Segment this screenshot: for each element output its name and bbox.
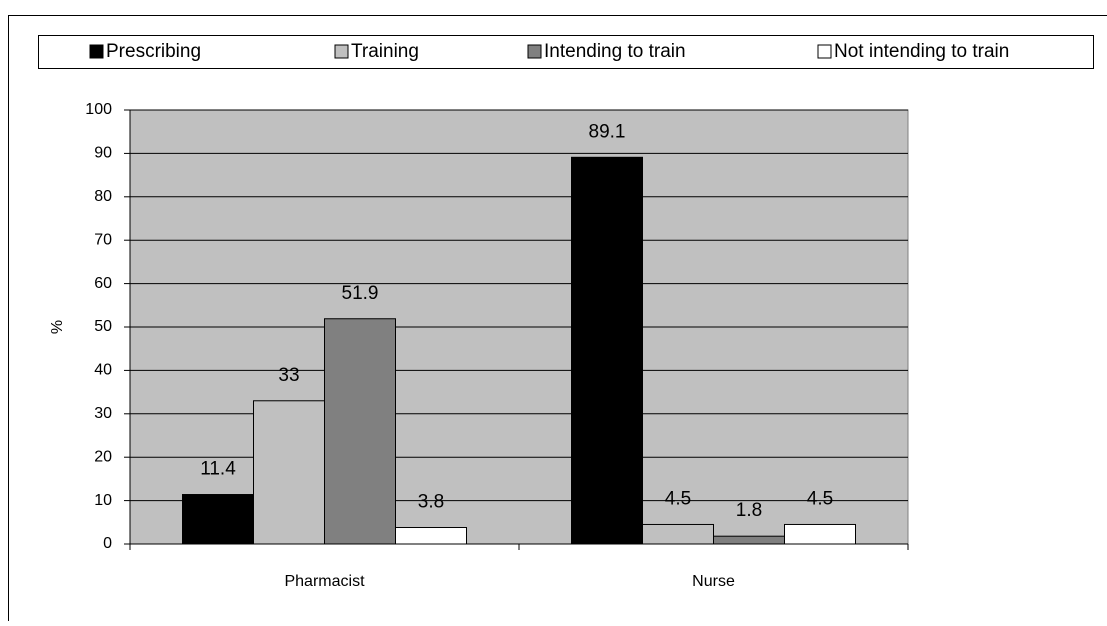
y-tick-label: 100: [85, 101, 112, 118]
legend-label: Training: [351, 41, 419, 62]
value-label: 4.5: [807, 488, 833, 509]
legend-label: Not intending to train: [834, 41, 1009, 62]
x-tick-label: Pharmacist: [284, 573, 365, 590]
legend-swatch: [528, 45, 541, 58]
value-label: 89.1: [589, 121, 626, 142]
y-tick-label: 80: [94, 188, 112, 205]
bar: [254, 401, 325, 544]
value-label: 3.8: [418, 492, 444, 513]
y-tick-label: 60: [94, 275, 112, 292]
legend-swatch: [335, 45, 348, 58]
y-axis-label: %: [49, 320, 66, 334]
y-tick-label: 50: [94, 318, 112, 335]
y-tick-label: 70: [94, 231, 112, 248]
bar: [714, 536, 785, 544]
value-label: 4.5: [665, 488, 691, 509]
bar: [396, 528, 467, 544]
y-tick-label: 40: [94, 362, 112, 379]
value-label: 51.9: [342, 283, 379, 304]
bar: [325, 319, 396, 544]
y-tick-label: 90: [94, 145, 112, 162]
legend-swatch: [90, 45, 103, 58]
legend-label: Intending to train: [544, 41, 686, 62]
value-label: 11.4: [200, 459, 236, 480]
value-label: 1.8: [736, 500, 762, 521]
bar: [183, 495, 254, 544]
bar: [643, 524, 714, 544]
y-tick-label: 10: [94, 492, 112, 509]
y-tick-label: 0: [103, 535, 112, 552]
y-tick-label: 20: [94, 448, 112, 465]
value-label: 33: [278, 365, 299, 386]
bar: [572, 157, 643, 544]
legend-swatch: [818, 45, 831, 58]
bar: [785, 524, 856, 544]
legend-label: Prescribing: [106, 41, 201, 62]
y-tick-label: 30: [94, 405, 112, 422]
x-tick-label: Nurse: [692, 573, 735, 590]
